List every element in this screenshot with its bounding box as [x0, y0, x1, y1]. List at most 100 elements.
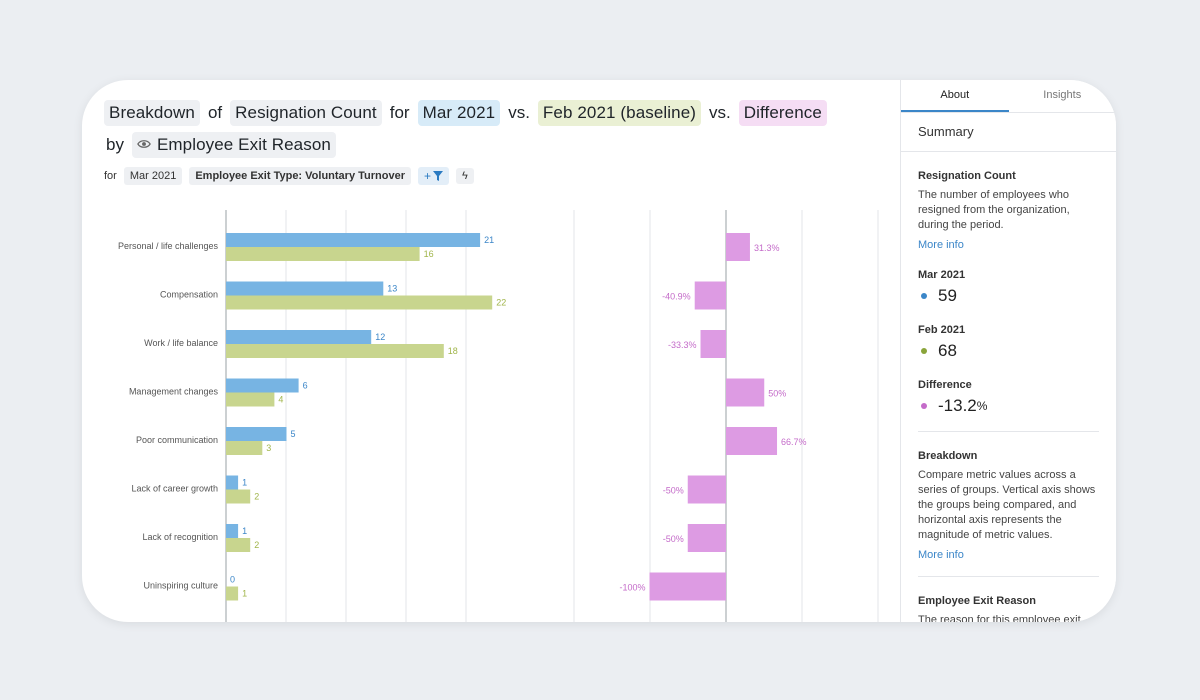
baseline-bar [226, 392, 275, 407]
title-difference-chip[interactable]: Difference [738, 100, 827, 126]
difference-value-label: 50% [768, 389, 786, 399]
title-dimension-chip[interactable]: Employee Exit Reason [131, 132, 336, 158]
current-bar [226, 475, 239, 490]
baseline-bar [226, 586, 239, 601]
more-info-link-breakdown[interactable]: More info [918, 549, 964, 561]
difference-bar [726, 233, 750, 261]
metric-heading: Resignation Count [918, 170, 1016, 182]
title-for: for [389, 103, 410, 122]
title-dimension-label: Employee Exit Reason [156, 135, 331, 154]
title-current-period-chip[interactable]: Mar 2021 [417, 100, 501, 126]
difference-bar [687, 524, 726, 552]
current-value-label: 1 [242, 478, 247, 488]
current-bar [226, 330, 372, 344]
filter-for-label: for [104, 170, 117, 182]
summary-panel: About Insights Summary Resignation Count… [900, 80, 1116, 622]
title-breakdown-chip[interactable]: Breakdown [104, 100, 200, 126]
title-of: of [207, 103, 223, 122]
current-value-label: 0 [230, 575, 235, 585]
baseline-bar [226, 295, 493, 310]
difference-value: -13.2 [938, 396, 977, 415]
baseline-period-heading: Feb 2021 [918, 324, 966, 336]
divider [918, 576, 1099, 577]
plus-icon: + [423, 169, 431, 183]
bolt-icon[interactable]: ϟ [456, 168, 474, 184]
funnel-icon [433, 171, 443, 181]
difference-heading: Difference [918, 379, 972, 391]
current-bar [226, 427, 287, 441]
difference-bar [700, 330, 726, 358]
category-label: Lack of career growth [131, 484, 218, 494]
difference-dot-icon [921, 403, 927, 409]
panel-tabs: About Insights [901, 86, 1116, 113]
panel-title: Summary [901, 113, 1116, 152]
current-period-heading: Mar 2021 [918, 269, 966, 281]
dimension-heading: Employee Exit Reason [918, 595, 1036, 607]
category-label: Work / life balance [144, 338, 218, 348]
baseline-value: 68 [938, 341, 957, 360]
baseline-bar [226, 247, 420, 261]
current-bar [226, 524, 239, 538]
difference-value-row: -13.2% [918, 396, 1099, 416]
difference-bar [687, 475, 726, 504]
tab-insights[interactable]: Insights [1043, 89, 1082, 101]
right-grid [573, 210, 879, 622]
baseline-value-label: 2 [254, 492, 259, 502]
dimension-description: The reason for this employee exit [918, 614, 1081, 622]
metric-description: The number of employees who resigned fro… [918, 189, 1070, 231]
category-labels: Personal / life challenges Compensation Wo… [118, 241, 219, 591]
baseline-value-label: 18 [448, 346, 458, 356]
difference-bar [694, 281, 726, 310]
baseline-bar [226, 441, 263, 455]
breakdown-heading: Breakdown [918, 450, 978, 462]
current-value-label: 13 [387, 284, 397, 294]
baseline-bar [226, 344, 444, 358]
filter-bar: for Mar 2021 Employee Exit Type: Volunta… [104, 167, 474, 185]
title-vs-2: vs. [709, 103, 731, 122]
title-by: by [106, 135, 124, 154]
baseline-value-label: 1 [242, 589, 247, 599]
difference-value-label: -33.3% [668, 340, 697, 350]
category-label: Compensation [160, 290, 218, 300]
category-label: Lack of recognition [142, 532, 218, 542]
difference-value-label: 66.7% [781, 437, 807, 447]
baseline-value-label: 22 [496, 298, 506, 308]
category-label: Management changes [129, 387, 219, 397]
breakdown-chart: Personal / life challenges Compensation Wo… [118, 210, 879, 622]
more-info-link-metric[interactable]: More info [918, 239, 964, 251]
baseline-value-label: 4 [278, 395, 283, 405]
baseline-value-label: 3 [266, 443, 271, 453]
title-metric-chip[interactable]: Resignation Count [230, 100, 382, 126]
category-label: Uninspiring culture [143, 581, 218, 591]
current-period-value: 59 [918, 286, 1099, 306]
tab-about[interactable]: About [901, 86, 1009, 112]
difference-bar [726, 378, 765, 407]
difference-value-label: -100% [619, 583, 645, 593]
analysis-card: Breakdown of Resignation Count for Mar 2… [82, 80, 1116, 622]
title-baseline-period-chip[interactable]: Feb 2021 (baseline) [537, 100, 702, 126]
current-value-label: 12 [375, 332, 385, 342]
current-value-label: 21 [484, 235, 494, 245]
baseline-bar [226, 538, 251, 552]
chart-title: Breakdown of Resignation Count for Mar 2… [104, 100, 844, 158]
add-filter-button[interactable]: + [417, 167, 449, 185]
filter-exit-type-chip[interactable]: Employee Exit Type: Voluntary Turnover [189, 167, 411, 185]
divider [918, 431, 1099, 432]
baseline-dot-icon [921, 348, 927, 354]
category-label: Poor communication [136, 435, 218, 445]
difference-value-label: -40.9% [662, 292, 691, 302]
current-bar [226, 233, 481, 247]
difference-value-label: 31.3% [754, 243, 780, 253]
eye-icon [137, 140, 151, 148]
current-bar [226, 378, 299, 393]
filter-period-chip[interactable]: Mar 2021 [123, 167, 183, 185]
current-bar [226, 281, 384, 296]
current-value-label: 1 [242, 526, 247, 536]
difference-value-label: -50% [663, 486, 684, 496]
category-label: Personal / life challenges [118, 241, 219, 251]
difference-bar [726, 427, 778, 455]
current-value-label: 5 [291, 429, 296, 439]
difference-unit: % [976, 399, 988, 413]
current-dot-icon [921, 293, 927, 299]
